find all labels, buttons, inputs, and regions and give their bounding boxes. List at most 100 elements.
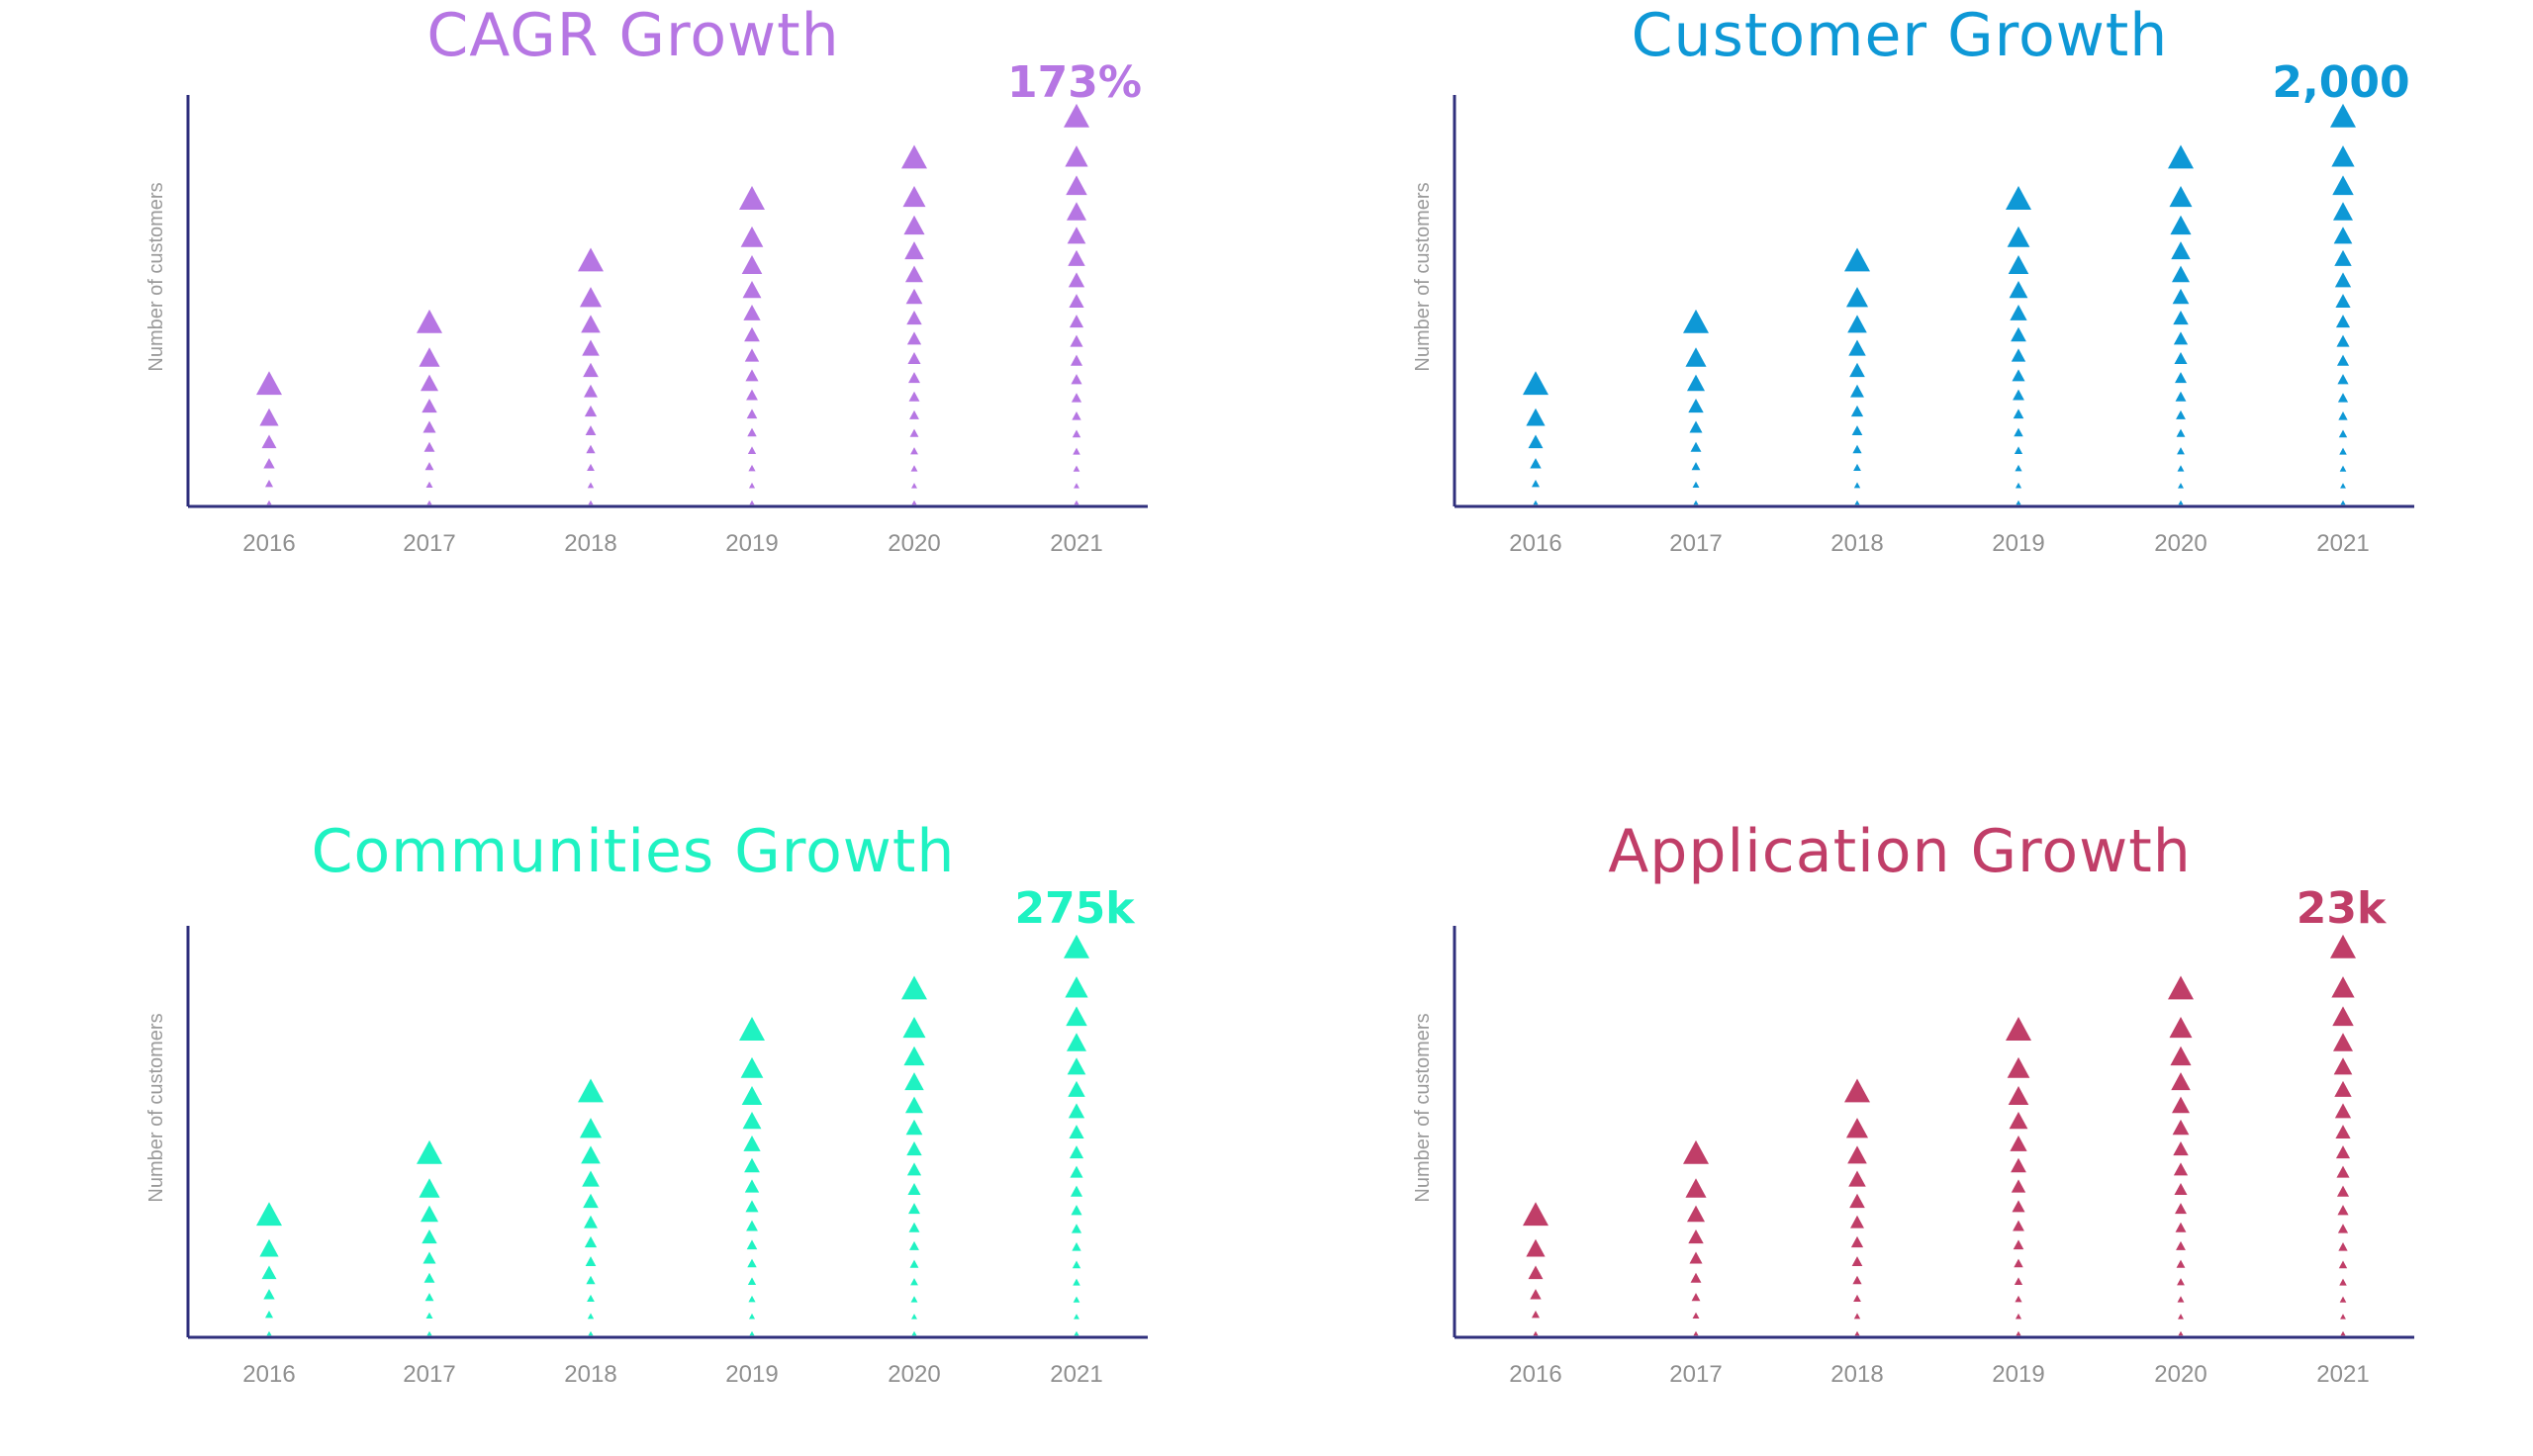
triangle-mark bbox=[2335, 1125, 2351, 1139]
triangle-mark bbox=[2333, 227, 2353, 244]
triangle-mark bbox=[586, 1275, 596, 1285]
triangle-mark bbox=[1074, 1330, 1079, 1336]
triangle-mark bbox=[2337, 1224, 2349, 1233]
triangle-mark bbox=[2006, 186, 2031, 210]
triangle-mark bbox=[2011, 1179, 2026, 1193]
triangle-mark bbox=[741, 1086, 763, 1105]
bar-2018 bbox=[1844, 1078, 1870, 1336]
triangle-mark bbox=[1845, 1118, 1869, 1138]
triangle-mark bbox=[2177, 465, 2185, 472]
triangle-mark bbox=[742, 1111, 762, 1130]
bar-2020 bbox=[901, 975, 927, 1336]
triangle-mark bbox=[2332, 1006, 2354, 1027]
triangle-mark bbox=[1523, 1202, 1548, 1227]
triangle-mark bbox=[744, 326, 760, 342]
triangle-mark bbox=[2012, 1200, 2025, 1213]
triangle-mark bbox=[1071, 1205, 1082, 1216]
bar-2018 bbox=[578, 1078, 604, 1336]
triangle-mark bbox=[587, 463, 595, 471]
triangle-mark bbox=[1066, 1006, 1087, 1027]
triangle-mark bbox=[2171, 1096, 2191, 1114]
chart-title: Communities Growth bbox=[311, 817, 956, 886]
triangle-mark bbox=[1852, 444, 1862, 454]
triangle-mark bbox=[2176, 1259, 2186, 1268]
bar-2016 bbox=[256, 371, 282, 505]
bar-2016 bbox=[1523, 1202, 1548, 1336]
triangle-mark bbox=[2336, 1165, 2350, 1178]
bar-2016 bbox=[256, 1202, 282, 1336]
bar-2020 bbox=[2168, 975, 2194, 1336]
triangle-mark bbox=[1068, 1103, 1085, 1119]
triangle-mark bbox=[2174, 351, 2188, 365]
triangle-mark bbox=[1526, 1238, 1546, 1257]
triangle-mark bbox=[745, 369, 759, 382]
triangle-mark bbox=[1685, 1178, 1707, 1198]
triangle-mark bbox=[1850, 405, 1864, 417]
triangle-mark bbox=[2334, 249, 2352, 266]
triangle-mark bbox=[1692, 1312, 1700, 1320]
triangle-mark bbox=[748, 482, 756, 489]
triangle-mark bbox=[264, 480, 274, 488]
triangle-mark bbox=[2334, 1103, 2352, 1119]
triangle-mark bbox=[910, 447, 918, 455]
triangle-mark bbox=[904, 1096, 924, 1114]
triangle-mark bbox=[904, 241, 924, 260]
triangle-mark bbox=[1847, 315, 1867, 333]
triangle-mark bbox=[746, 1220, 758, 1231]
bar-2021 bbox=[1064, 103, 1089, 505]
triangle-mark bbox=[417, 309, 442, 333]
triangle-mark bbox=[1533, 500, 1539, 505]
triangle-mark bbox=[748, 1313, 756, 1320]
triangle-mark bbox=[2014, 1258, 2023, 1268]
triangle-mark bbox=[422, 420, 436, 433]
triangle-mark bbox=[1074, 483, 1079, 489]
triangle-mark bbox=[1844, 1078, 1870, 1103]
triangle-mark bbox=[905, 1119, 923, 1136]
x-tick-label: 2017 bbox=[1669, 1361, 1723, 1388]
triangle-mark bbox=[748, 464, 756, 472]
triangle-mark bbox=[2331, 976, 2355, 998]
triangle-mark bbox=[1533, 1330, 1539, 1336]
triangle-mark bbox=[906, 310, 922, 325]
triangle-mark bbox=[909, 410, 919, 419]
triangle-mark bbox=[422, 398, 437, 413]
triangle-mark bbox=[582, 1170, 600, 1187]
triangle-mark bbox=[2175, 1203, 2187, 1215]
triangle-mark bbox=[2338, 429, 2348, 438]
chart-title: CAGR Growth bbox=[426, 1, 840, 70]
triangle-mark bbox=[2173, 331, 2189, 345]
bar-2019 bbox=[2006, 1017, 2031, 1336]
bar-2019 bbox=[2006, 186, 2031, 505]
triangle-mark bbox=[2340, 500, 2346, 505]
triangle-mark bbox=[1074, 500, 1079, 505]
triangle-mark bbox=[1692, 481, 1700, 489]
triangle-mark bbox=[2008, 1086, 2029, 1105]
triangle-mark bbox=[748, 1295, 756, 1303]
triangle-mark bbox=[2335, 1145, 2351, 1159]
x-tick-label: 2019 bbox=[1992, 530, 2045, 557]
triangle-mark bbox=[1850, 1215, 1864, 1228]
triangle-mark bbox=[419, 347, 440, 367]
triangle-mark bbox=[584, 1235, 598, 1248]
triangle-mark bbox=[911, 1330, 917, 1336]
triangle-mark bbox=[2330, 103, 2356, 128]
triangle-mark bbox=[1526, 408, 1546, 426]
triangle-mark bbox=[905, 288, 923, 305]
triangle-mark bbox=[424, 1293, 434, 1302]
triangle-mark bbox=[424, 462, 434, 471]
chart-panel-cagr: CAGR Growth Number of customers 173% 201… bbox=[0, 0, 1266, 728]
triangle-mark bbox=[2012, 369, 2025, 382]
x-tick-label: 2019 bbox=[725, 1361, 779, 1388]
triangle-mark bbox=[2335, 315, 2351, 328]
triangle-mark bbox=[1853, 482, 1861, 489]
triangle-mark bbox=[1683, 1139, 1709, 1164]
triangle-mark bbox=[1854, 1330, 1860, 1336]
x-tick-label: 2020 bbox=[888, 1361, 941, 1388]
triangle-mark bbox=[744, 1157, 760, 1173]
triangle-mark bbox=[1069, 315, 1084, 328]
triangle-mark bbox=[911, 500, 917, 505]
x-tick-label: 2018 bbox=[564, 530, 617, 557]
triangle-mark bbox=[1849, 1193, 1865, 1209]
triangle-mark bbox=[2173, 1162, 2189, 1176]
triangle-mark bbox=[423, 441, 435, 452]
